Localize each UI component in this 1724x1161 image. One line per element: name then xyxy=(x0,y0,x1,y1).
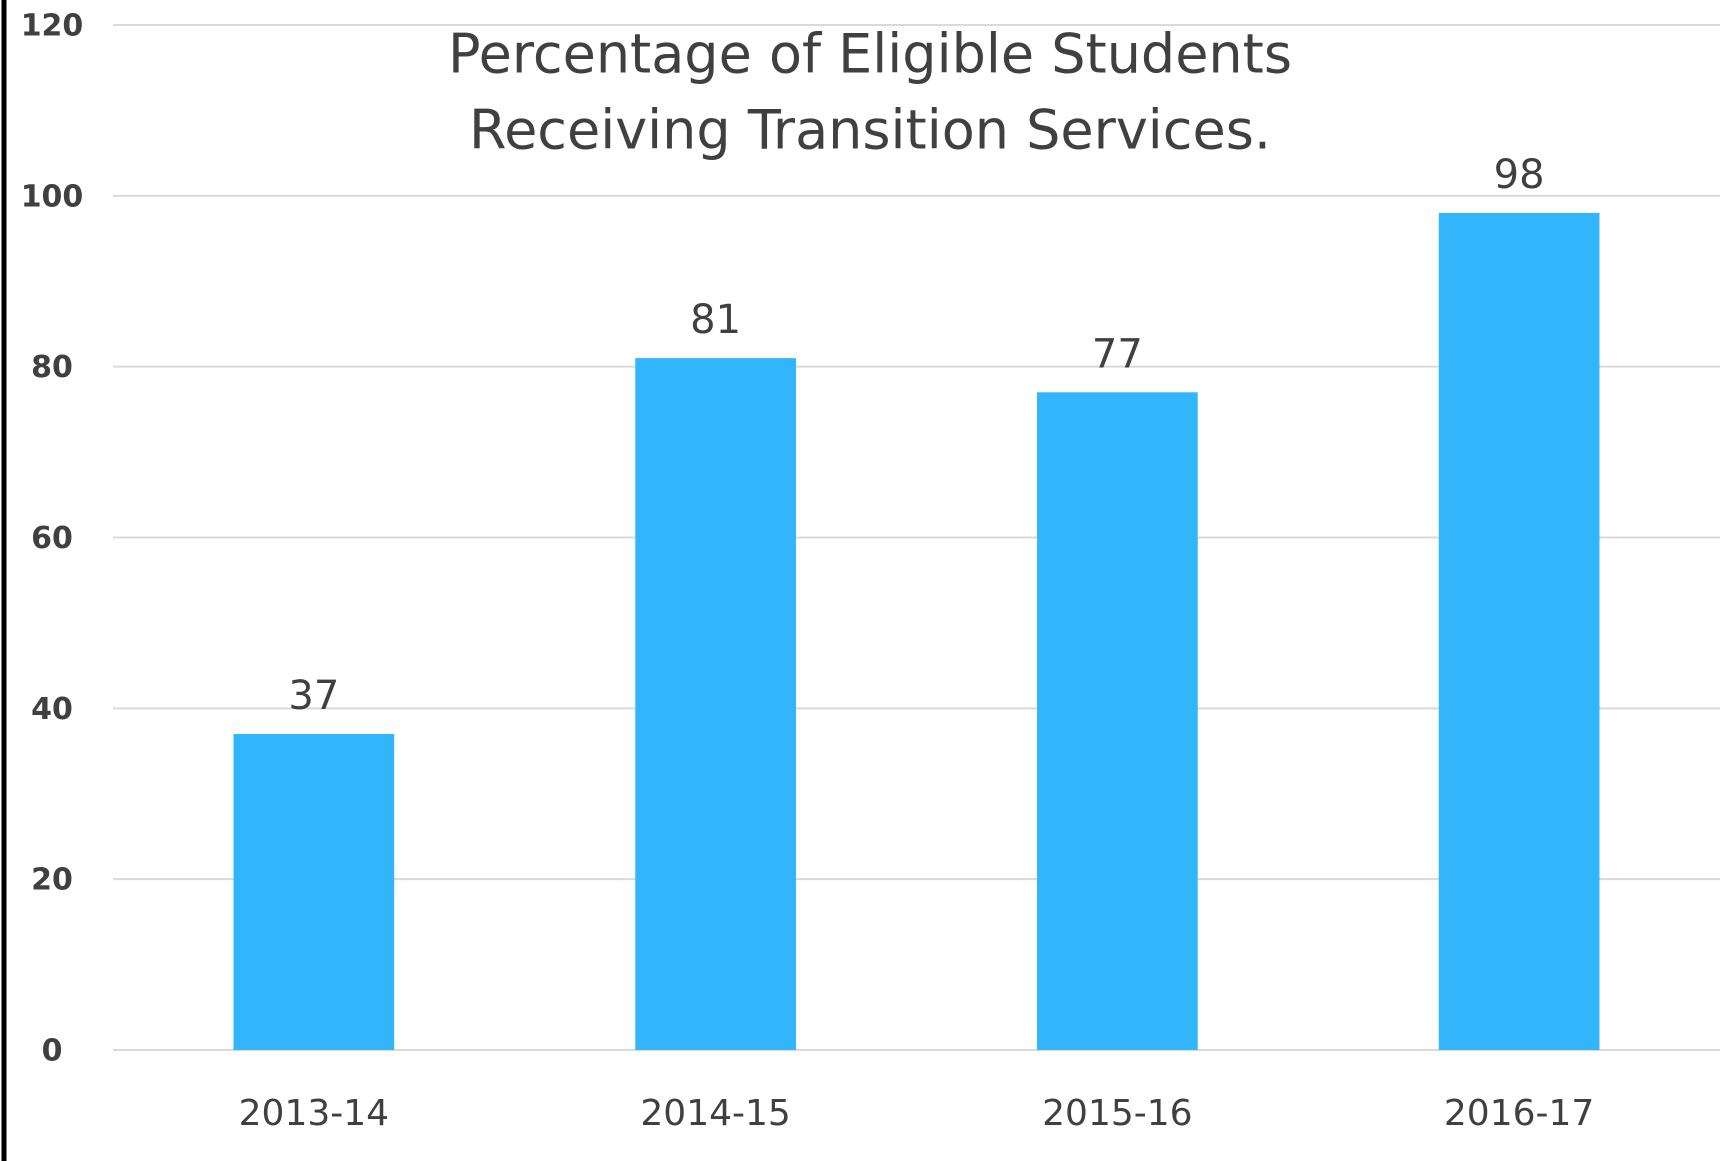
x-tick-label: 2016-17 xyxy=(1444,1093,1594,1134)
bar xyxy=(635,358,796,1050)
y-tick-label: 0 xyxy=(42,1034,63,1069)
x-tick-label: 2014-15 xyxy=(640,1093,790,1134)
chart-title: Receiving Transition Services. xyxy=(469,99,1271,162)
bar xyxy=(1438,212,1600,1050)
y-tick-label: 80 xyxy=(31,350,73,385)
chart-title: Percentage of Eligible Students xyxy=(448,23,1292,86)
bar xyxy=(233,733,395,1050)
data-label: 37 xyxy=(288,673,339,719)
y-tick-label: 20 xyxy=(31,863,73,898)
data-label: 81 xyxy=(690,297,741,343)
y-tick-label: 120 xyxy=(21,9,84,44)
data-label: 98 xyxy=(1494,152,1545,198)
data-label: 77 xyxy=(1092,331,1143,377)
y-tick-label: 60 xyxy=(31,521,73,556)
y-tick-label: 100 xyxy=(21,179,84,214)
y-tick-label: 40 xyxy=(31,692,73,727)
x-tick-label: 2015-16 xyxy=(1042,1093,1192,1134)
x-tick-label: 2013-14 xyxy=(239,1093,389,1134)
bar xyxy=(1037,392,1198,1051)
